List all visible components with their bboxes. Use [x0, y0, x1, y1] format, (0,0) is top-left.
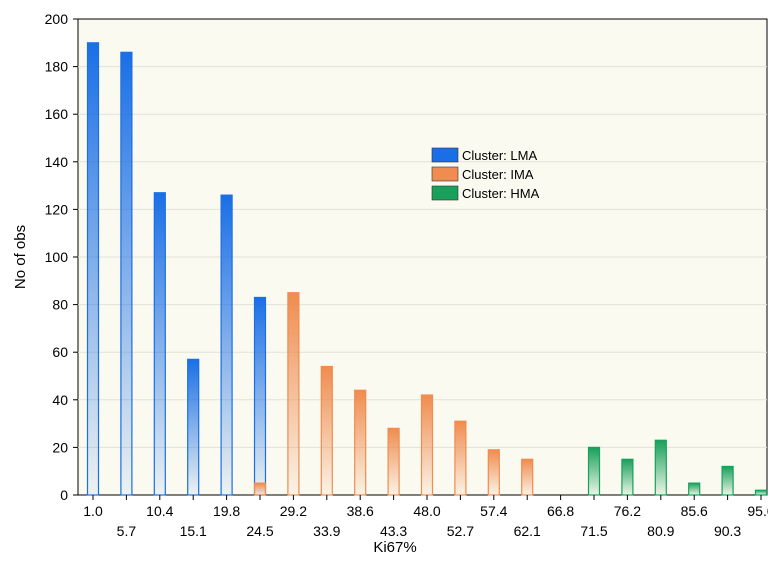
- x-tick-label: 57.4: [480, 503, 507, 519]
- x-tick-label: 24.5: [246, 523, 273, 539]
- bar: [688, 482, 701, 496]
- y-tick-label: 100: [45, 249, 69, 265]
- x-tick-label: 48.0: [413, 503, 440, 519]
- bar: [153, 192, 166, 496]
- x-tick-label: 1.0: [83, 503, 103, 519]
- bar: [420, 394, 434, 496]
- x-tick-label: 10.4: [146, 503, 173, 519]
- x-tick-label: 15.1: [180, 523, 207, 539]
- bar: [220, 194, 233, 496]
- x-tick-label: 76.2: [614, 503, 641, 519]
- x-tick-label: 33.9: [313, 523, 340, 539]
- y-axis-title: No of obs: [12, 225, 29, 289]
- bar: [654, 439, 667, 496]
- y-tick-label: 80: [52, 297, 68, 313]
- bar: [587, 446, 601, 496]
- y-tick-label: 180: [45, 59, 69, 75]
- bar: [754, 489, 768, 496]
- x-tick-label: 85.6: [681, 503, 708, 519]
- legend-label: Cluster: HMA: [462, 186, 540, 201]
- bar: [120, 51, 133, 496]
- bar: [187, 358, 200, 496]
- bar: [454, 420, 467, 496]
- x-tick-label: 66.8: [547, 503, 574, 519]
- x-tick-label: 38.6: [347, 503, 374, 519]
- y-tick-label: 20: [52, 439, 68, 455]
- x-tick-label: 90.3: [714, 523, 741, 539]
- legend: Cluster: LMA Cluster: IMA Cluster: HMA: [431, 147, 540, 201]
- legend-swatch: [431, 147, 459, 163]
- bar: [621, 458, 634, 496]
- bar: [320, 365, 333, 496]
- bar: [387, 427, 400, 496]
- x-axis: 1.0 5.7 10.4 15.1 19.8 24.5 29.2 33.9 38.6 43.3 48…: [83, 495, 768, 539]
- y-axis: 0 20 40 60 80 100 120 140 160 180 200: [45, 11, 78, 503]
- x-tick-label: 29.2: [280, 503, 307, 519]
- bar: [253, 482, 267, 496]
- x-tick-label: 62.1: [514, 523, 541, 539]
- bar: [487, 449, 500, 496]
- x-tick-label: 52.7: [447, 523, 474, 539]
- bar: [521, 458, 534, 496]
- y-tick-label: 200: [45, 11, 69, 27]
- legend-label: Cluster: IMA: [462, 167, 534, 182]
- y-tick-label: 40: [52, 392, 68, 408]
- bar: [354, 389, 367, 496]
- y-tick-label: 0: [60, 487, 68, 503]
- y-tick-label: 120: [45, 201, 69, 217]
- bar: [287, 292, 300, 496]
- legend-label: Cluster: LMA: [462, 148, 537, 163]
- x-tick-label: 95.0: [747, 503, 768, 519]
- x-tick-label: 80.9: [647, 523, 674, 539]
- x-tick-label: 43.3: [380, 523, 407, 539]
- x-tick-label: 19.8: [213, 503, 240, 519]
- y-tick-label: 160: [45, 106, 69, 122]
- x-tick-label: 5.7: [117, 523, 137, 539]
- legend-swatch: [431, 166, 459, 182]
- y-tick-label: 140: [45, 154, 69, 170]
- bar: [86, 42, 100, 496]
- y-tick-label: 60: [52, 344, 68, 360]
- x-tick-label: 71.5: [580, 523, 607, 539]
- bar: [721, 465, 734, 496]
- x-axis-title: Ki67%: [373, 539, 416, 556]
- bar: [253, 296, 267, 496]
- bars: [86, 42, 768, 496]
- legend-swatch: [431, 185, 459, 201]
